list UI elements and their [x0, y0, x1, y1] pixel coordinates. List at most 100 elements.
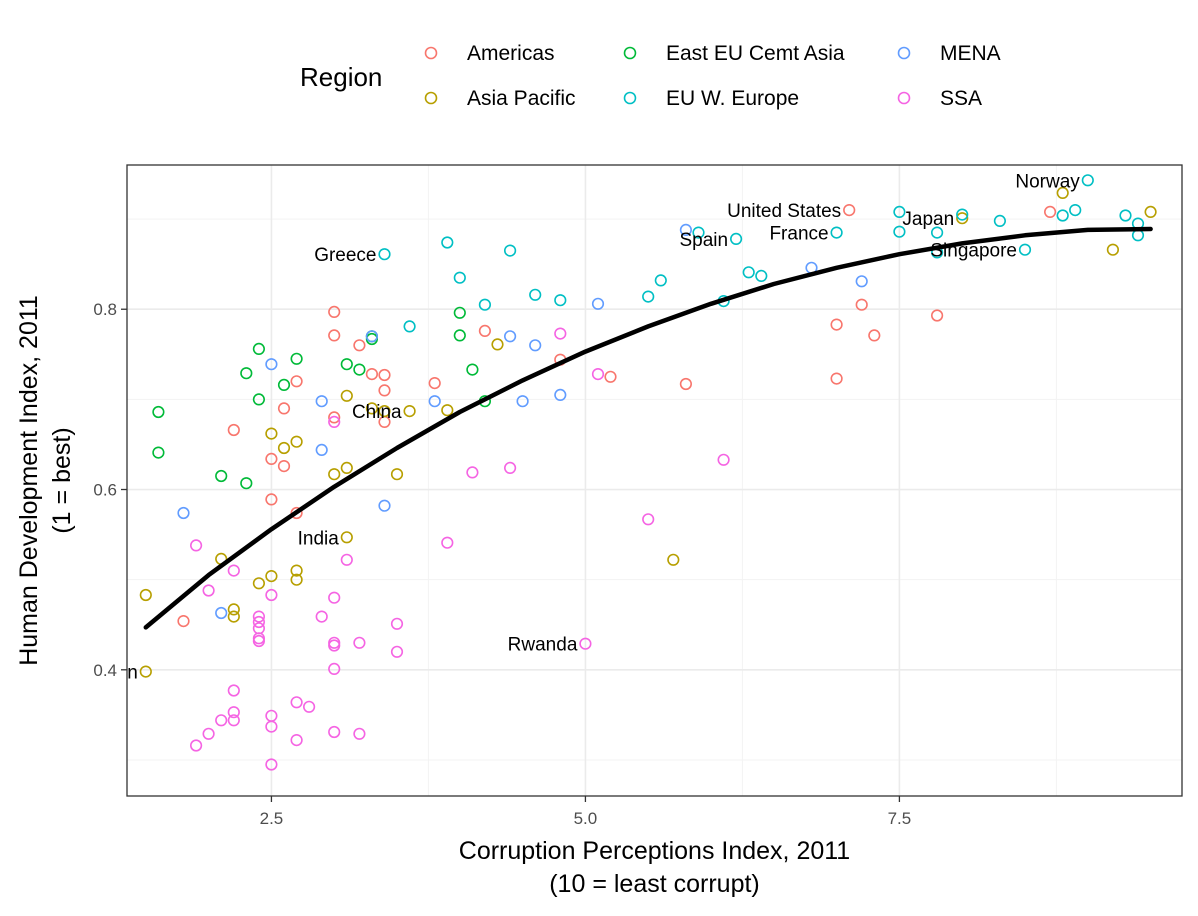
- series-mena: [177, 223, 868, 620]
- series-asia-pacific: [139, 186, 1157, 678]
- data-point: [265, 588, 278, 602]
- data-point: [365, 402, 379, 415]
- data-point: [340, 358, 353, 371]
- data-point: [328, 639, 341, 652]
- data-point: [277, 441, 291, 455]
- data-point: [290, 435, 303, 448]
- data-point: [227, 564, 240, 577]
- data-point: [591, 368, 605, 381]
- data-point: [240, 367, 253, 380]
- legend-key: [897, 46, 911, 60]
- data-point: [956, 212, 969, 225]
- grid: [127, 165, 1182, 796]
- data-point: [1144, 205, 1157, 218]
- data-point: [315, 395, 328, 408]
- data-point: [478, 298, 492, 311]
- data-point: [679, 223, 693, 236]
- legend-key: [623, 46, 637, 60]
- data-point: [378, 499, 391, 512]
- data-point: [390, 645, 404, 658]
- data-point: [265, 358, 278, 371]
- data-point: [642, 290, 655, 303]
- data-point: [516, 395, 529, 408]
- data-point: [215, 469, 228, 483]
- data-point: [328, 662, 341, 676]
- data-point: [428, 395, 441, 408]
- data-point: [855, 298, 868, 311]
- data-point: [353, 339, 366, 352]
- legend-title: Region: [300, 62, 382, 92]
- legend-key: [897, 91, 911, 105]
- x-tick-label: 2.5: [260, 809, 284, 828]
- data-point: [177, 614, 190, 628]
- panel-border: [126, 164, 1183, 797]
- data-point: [993, 214, 1007, 227]
- data-point: [604, 370, 617, 383]
- legend-label: Americas: [467, 42, 555, 65]
- data-point: [152, 446, 165, 459]
- data-point: [252, 393, 265, 406]
- data-point: [303, 700, 316, 713]
- point-label: Rwanda: [508, 635, 578, 656]
- data-point: [328, 329, 341, 342]
- data-point: [252, 634, 265, 648]
- data-point: [1069, 204, 1082, 217]
- data-point: [830, 318, 843, 331]
- data-point: [441, 404, 454, 417]
- data-point: [390, 617, 404, 630]
- data-point: [1106, 243, 1119, 256]
- data-point: [202, 584, 215, 597]
- data-point: [353, 363, 366, 376]
- data-point: [328, 411, 341, 424]
- point-label: India: [298, 528, 340, 549]
- point-label: United States: [727, 201, 841, 222]
- trend-line: [143, 226, 1153, 630]
- data-point: [893, 205, 906, 218]
- data-point: [215, 714, 228, 727]
- y-axis-subtitle: (1 = best): [48, 427, 76, 533]
- data-point: [328, 725, 341, 739]
- legend-label: SSA: [940, 87, 982, 110]
- series-eu-w-europe: [378, 174, 1145, 333]
- data-point: [466, 466, 479, 479]
- data-point: [554, 294, 567, 307]
- data-point: [290, 696, 303, 709]
- data-point: [328, 305, 341, 319]
- plot-area: Norway United States Japan France Spain Greec…: [111, 171, 1157, 771]
- legend-label: Asia Pacific: [467, 87, 576, 110]
- data-point: [453, 306, 466, 319]
- data-point: [403, 320, 416, 333]
- data-point: [453, 271, 466, 284]
- data-point: [240, 477, 253, 490]
- legend-label: MENA: [940, 42, 1001, 65]
- data-point: [956, 208, 969, 221]
- data-point: [378, 384, 391, 397]
- legend-label: East EU Cemt Asia: [666, 42, 845, 65]
- x-axis-subtitle: (10 = least corrupt): [549, 870, 760, 898]
- data-point: [152, 405, 165, 419]
- series-ssa: [190, 327, 730, 771]
- data-point: [353, 727, 366, 740]
- data-point: [642, 513, 655, 526]
- data-point: [265, 452, 278, 466]
- data-point: [441, 536, 454, 549]
- data-point: [177, 506, 190, 520]
- data-point: [290, 733, 303, 747]
- data-point: [252, 610, 265, 623]
- data-point: [290, 573, 303, 586]
- data-point: [378, 405, 391, 418]
- data-point: [1043, 205, 1057, 218]
- x-axis-title: Corruption Perceptions Index, 2011: [459, 837, 850, 865]
- data-point: [265, 569, 278, 583]
- data-point: [830, 372, 843, 385]
- panel-background: [127, 165, 1182, 796]
- point-label: Greece: [314, 245, 376, 266]
- point-label: Spain: [679, 230, 728, 251]
- data-point: [227, 714, 240, 727]
- point-label: tan: [111, 663, 137, 684]
- data-point: [252, 342, 265, 356]
- data-point: [328, 468, 341, 481]
- data-point: [554, 327, 567, 340]
- data-point: [830, 226, 843, 239]
